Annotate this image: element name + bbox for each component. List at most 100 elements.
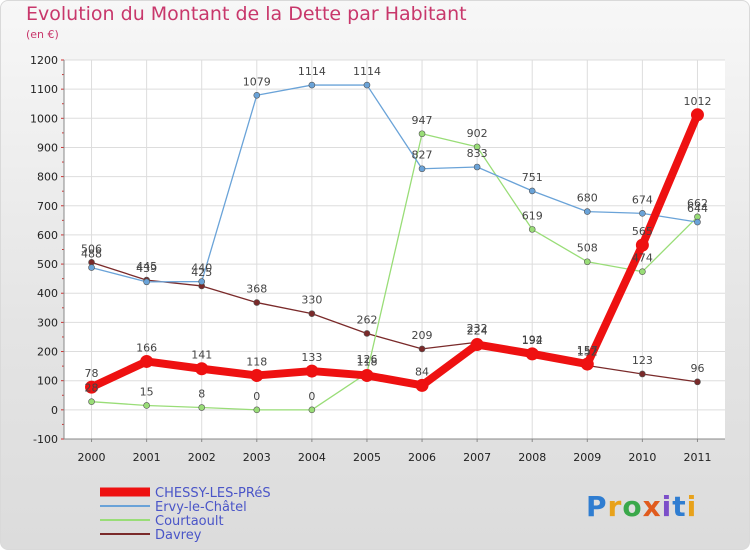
- legend-label: Davrey: [155, 528, 202, 543]
- x-tick-label: 2003: [243, 451, 271, 464]
- data-point: [253, 299, 261, 306]
- y-tick-label: 400: [37, 287, 58, 300]
- data-point: [88, 398, 95, 405]
- data-label: 368: [246, 283, 267, 296]
- data-point: [418, 165, 426, 173]
- chart-title: Evolution du Montant de la Dette par Hab…: [26, 3, 467, 25]
- x-tick-label: 2005: [353, 451, 381, 464]
- data-point: [308, 406, 316, 414]
- data-point: [305, 364, 319, 378]
- data-label: 445: [136, 260, 157, 273]
- data-point: [88, 264, 95, 271]
- data-point: [639, 210, 646, 217]
- data-label: 192: [522, 334, 543, 347]
- y-tick-label: 900: [37, 141, 58, 154]
- data-point: [583, 258, 591, 266]
- data-point: [308, 81, 316, 89]
- data-point: [140, 354, 154, 368]
- data-label: 827: [412, 149, 433, 162]
- unit-label: (en €): [26, 28, 59, 41]
- data-label: 118: [356, 355, 377, 368]
- series-line-2: [90, 133, 699, 411]
- data-point: [635, 238, 649, 252]
- x-tick-label: 2001: [133, 451, 161, 464]
- data-label: 1079: [243, 75, 271, 88]
- data-point: [528, 187, 536, 195]
- x-tick-label: 2007: [463, 451, 491, 464]
- data-point: [363, 81, 371, 89]
- data-point: [198, 404, 206, 411]
- data-label: 674: [632, 193, 653, 206]
- data-point: [253, 91, 261, 99]
- data-point: [195, 362, 209, 376]
- data-label: 224: [467, 325, 488, 338]
- data-label: 209: [412, 329, 433, 342]
- data-label: 1114: [353, 65, 381, 78]
- series-line-3: [90, 261, 699, 383]
- data-label: 680: [577, 192, 598, 205]
- proxiti-logo: Proxiti: [586, 490, 698, 523]
- data-label: 141: [191, 349, 212, 362]
- x-tick-label: 2010: [628, 451, 656, 464]
- data-label: 166: [136, 341, 157, 354]
- data-label: 947: [412, 114, 433, 127]
- data-label: 15: [140, 385, 154, 398]
- data-label: 662: [687, 197, 708, 210]
- data-label: 194: [522, 333, 543, 346]
- data-point: [143, 402, 150, 409]
- data-label: 157: [577, 344, 598, 357]
- y-tick-label: 100: [37, 375, 58, 388]
- series-line-0: [87, 110, 702, 392]
- data-label: 488: [81, 248, 102, 261]
- data-label: 0: [308, 390, 315, 403]
- data-point: [525, 347, 539, 361]
- x-tick-label: 2009: [573, 451, 601, 464]
- data-label: 1114: [298, 65, 326, 78]
- x-tick-label: 2006: [408, 451, 436, 464]
- data-label: 126: [356, 353, 377, 366]
- data-label: 262: [356, 313, 377, 326]
- data-point: [250, 368, 264, 382]
- data-point: [639, 370, 646, 378]
- x-tick-label: 2004: [298, 451, 326, 464]
- y-tick-label: 1000: [30, 112, 58, 125]
- y-tick-label: 800: [37, 171, 58, 184]
- data-point: [580, 357, 594, 371]
- y-tick-label: 200: [37, 346, 58, 359]
- y-tick-label: 0: [51, 404, 58, 417]
- data-point: [473, 163, 481, 171]
- data-label: 440: [191, 262, 212, 275]
- data-label: 751: [522, 171, 543, 184]
- x-tick-label: 2000: [78, 451, 106, 464]
- data-label: 474: [632, 252, 653, 265]
- data-point: [253, 406, 261, 414]
- data-label: 439: [136, 262, 157, 275]
- data-point: [308, 310, 316, 317]
- data-label: 425: [191, 266, 212, 279]
- data-point: [360, 368, 374, 382]
- data-label: 133: [301, 351, 322, 364]
- y-tick-label: 500: [37, 258, 58, 271]
- data-label: 644: [687, 202, 708, 215]
- data-point: [198, 278, 206, 285]
- data-label: 84: [415, 365, 429, 378]
- legend-label: Ervy-le-Châtel: [155, 500, 247, 515]
- data-point: [583, 208, 591, 215]
- data-label: 123: [632, 354, 653, 367]
- data-point: [415, 378, 429, 392]
- data-label: 619: [522, 209, 543, 222]
- legend-label: CHESSY-LES-PRéS: [155, 486, 271, 501]
- data-point: [473, 143, 481, 151]
- data-point: [418, 130, 426, 138]
- data-point: [363, 330, 371, 337]
- x-tick-label: 2008: [518, 451, 546, 464]
- data-label: 232: [467, 322, 488, 335]
- x-tick-label: 2002: [188, 451, 216, 464]
- data-point: [85, 380, 99, 394]
- plot-area: [64, 60, 725, 439]
- data-label: 902: [467, 127, 488, 140]
- data-point: [639, 268, 646, 275]
- data-label: 8: [198, 388, 205, 401]
- data-point: [470, 338, 484, 352]
